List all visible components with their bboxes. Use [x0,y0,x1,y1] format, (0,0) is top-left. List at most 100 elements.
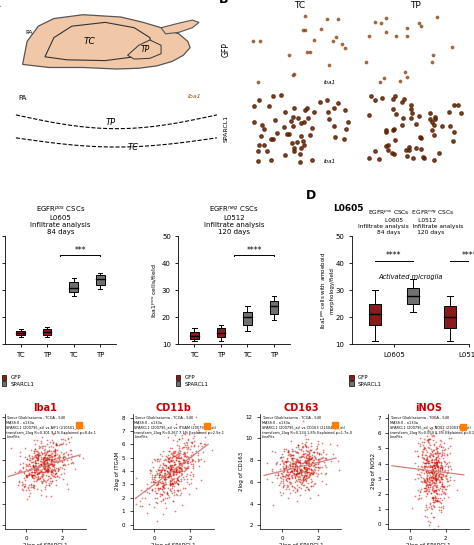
Point [309,468,316,477]
Point [21,453,28,462]
Point [59,458,66,467]
Polygon shape [45,22,152,60]
Point [52,470,59,479]
Point [429,452,437,461]
Title: CD163: CD163 [283,403,319,413]
Point [285,460,292,469]
Point [162,477,169,486]
Point [423,452,431,461]
Point [199,442,206,451]
Point [166,472,173,481]
Point [283,458,290,467]
Point [292,467,300,475]
Point [421,487,428,496]
Bar [270,301,278,314]
Point [166,467,174,476]
Point [52,451,59,460]
Point [301,464,308,473]
Point [176,458,183,467]
Point [431,455,439,463]
Point [289,457,297,465]
Point [415,462,422,470]
Point [282,462,290,470]
Point [288,437,295,446]
Point [161,473,168,481]
Point [292,456,299,465]
Point [439,450,447,458]
Point [426,520,433,529]
Point [183,470,191,479]
Point [314,462,322,471]
Point [295,469,303,478]
Point [182,443,190,452]
Point [57,440,64,449]
Point [167,462,174,470]
Point [43,457,51,466]
Point [431,461,439,470]
Point [436,503,443,512]
Point [164,464,172,473]
Point [294,448,301,457]
Text: TC: TC [128,143,138,152]
Point [39,453,47,462]
Point [38,479,46,487]
Point [305,479,312,488]
Point [29,481,36,489]
Point [21,476,29,485]
Point [303,458,311,467]
Point [48,461,56,470]
Point [282,458,290,467]
Point [49,438,57,447]
Point [137,485,145,494]
Point [30,482,37,491]
Point [423,469,431,478]
Point [163,488,170,496]
Point [418,452,426,461]
Point [38,460,46,469]
Point [31,458,38,467]
Point [308,441,315,450]
Point [155,470,163,479]
Point [428,485,436,494]
Point [285,448,292,457]
Point [175,453,182,462]
Point [302,471,310,480]
Point [435,463,442,471]
Point [311,466,319,475]
Point [188,454,195,463]
Point [438,477,446,486]
Point [431,492,439,500]
Point [41,468,48,476]
Point [175,450,182,459]
Point [414,451,422,460]
Point [152,484,159,493]
Point [428,468,435,477]
Point [434,472,442,481]
Point [289,461,297,470]
Point [427,455,435,464]
Text: Tumor Glioblastoma - TCGA - 540
MASS.0 - n133a
SPARCL1 (200795_at) vs NOS2 (2100: Tumor Glioblastoma - TCGA - 540 MASS.0 -… [390,416,474,439]
Point [443,450,451,459]
Point [283,453,291,462]
Point [302,474,310,482]
Point [281,473,289,482]
Point [281,467,288,475]
Point [46,453,53,462]
Point [23,462,30,470]
Point [431,474,439,483]
Point [152,467,160,475]
Y-axis label: 2log of CD163: 2log of CD163 [239,451,245,490]
Point [163,453,171,462]
Point [440,451,447,459]
Point [421,484,429,493]
Point [54,458,62,467]
Point [283,455,291,463]
Point [428,469,436,478]
Point [37,490,45,499]
Point [194,442,202,451]
Point [51,447,58,456]
Point [437,477,444,486]
Point [46,474,54,482]
Point [279,471,287,480]
Point [189,448,196,457]
